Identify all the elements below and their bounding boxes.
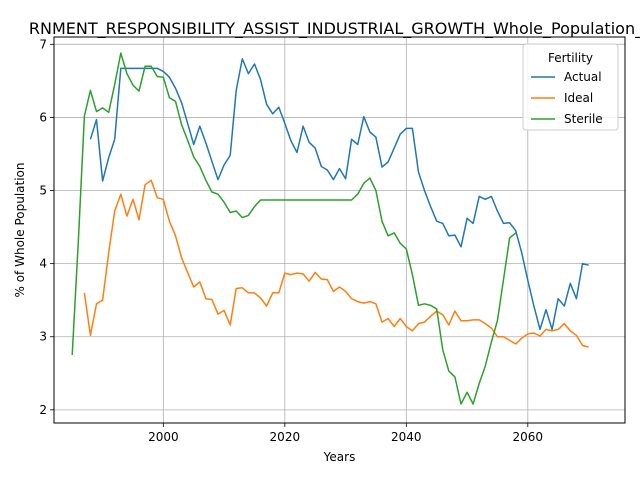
y-axis: 2 3 4 5 6 7 xyxy=(39,37,54,417)
legend-title: Fertility xyxy=(548,51,593,65)
y-tick-label: 7 xyxy=(39,37,47,51)
legend-label-sterile: Sterile xyxy=(564,112,603,126)
legend: Fertility Actual Ideal Sterile xyxy=(522,43,619,131)
legend-items: Actual Ideal Sterile xyxy=(531,70,603,126)
legend-label-actual: Actual xyxy=(564,70,602,84)
y-tick-label: 6 xyxy=(39,110,47,124)
series-line-ideal xyxy=(83,179,589,348)
x-tick-label: 2040 xyxy=(391,430,422,444)
y-tick-label: 2 xyxy=(39,403,47,417)
plot-area xyxy=(53,36,626,424)
chart-title: RNMENT_RESPONSIBILITY_ASSIST_INDUSTRIAL_… xyxy=(29,19,640,39)
series-layer xyxy=(71,52,589,405)
series-line-actual xyxy=(89,58,589,331)
series-line-sterile xyxy=(71,52,517,405)
x-tick-label: 2020 xyxy=(270,430,301,444)
x-axis-label: Years xyxy=(323,450,356,464)
x-tick-label: 2000 xyxy=(148,430,179,444)
x-tick-label: 2060 xyxy=(513,430,544,444)
legend-box xyxy=(522,43,619,131)
x-axis: 2000 2020 2040 2060 xyxy=(148,423,543,444)
y-axis-label: % of Whole Population xyxy=(13,163,27,298)
y-tick-label: 3 xyxy=(39,330,47,344)
y-tick-label: 4 xyxy=(39,257,47,271)
y-tick-label: 5 xyxy=(39,184,47,198)
legend-label-ideal: Ideal xyxy=(564,91,593,105)
